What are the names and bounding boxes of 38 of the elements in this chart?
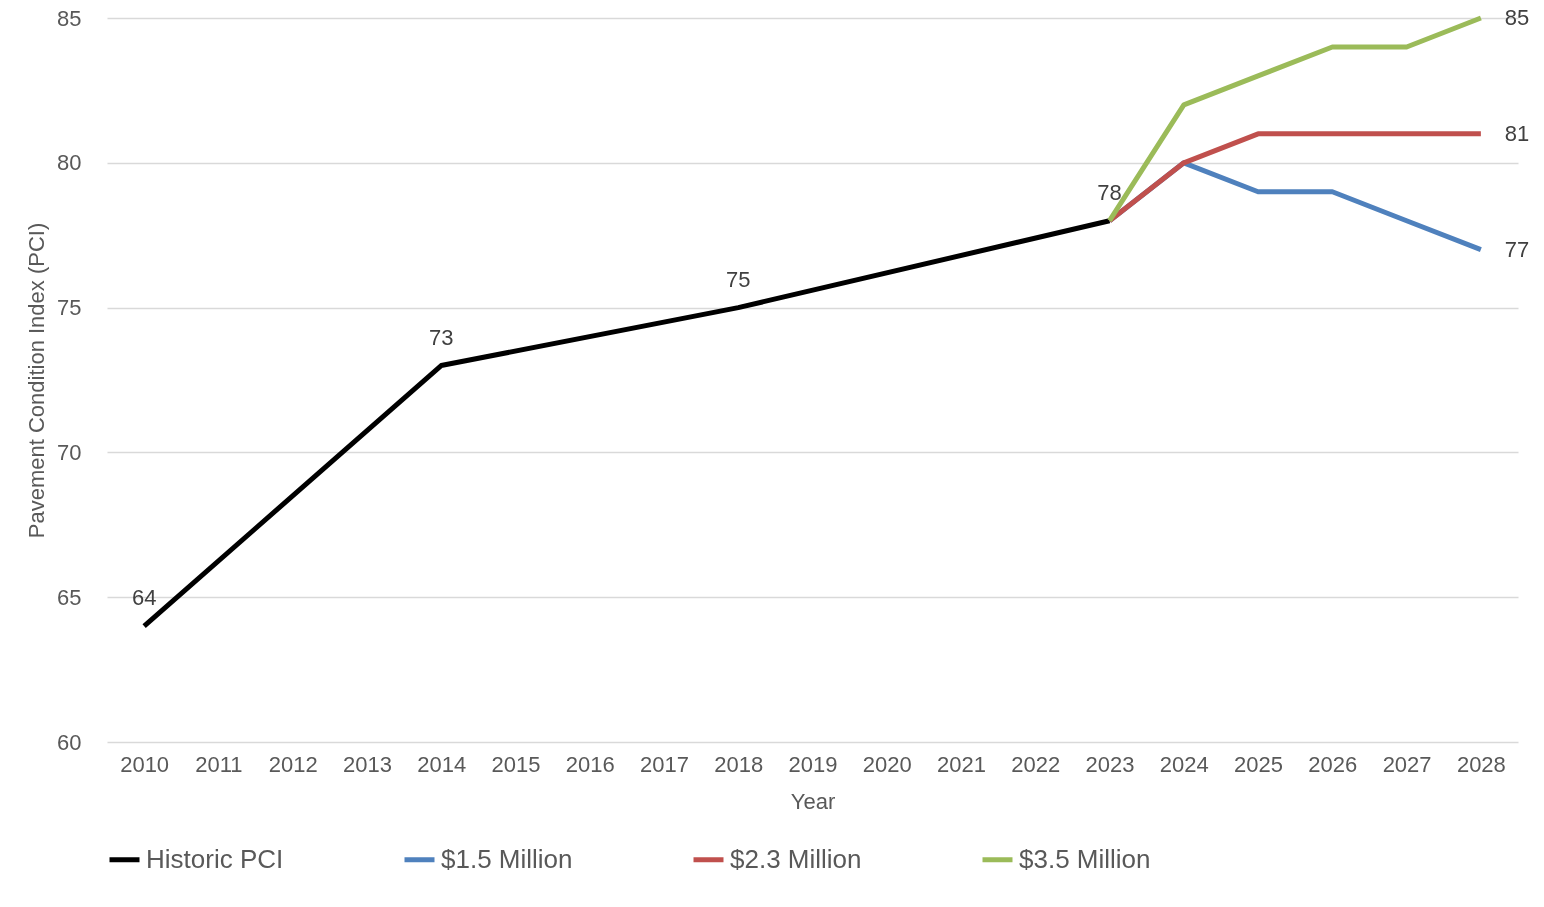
legend-label: $2.3 Million [730, 843, 862, 874]
y-tick-label: 70 [57, 439, 82, 465]
x-tick-label: 2025 [1234, 751, 1284, 777]
x-tick-label: 2028 [1456, 751, 1506, 777]
legend-label: $1.5 Million [441, 843, 573, 874]
x-tick-label: 2016 [565, 751, 615, 777]
data-label: 78 [1097, 179, 1122, 205]
y-tick-label: 65 [57, 584, 82, 610]
x-tick-label: 2015 [491, 751, 541, 777]
x-axis-title: Year [790, 788, 836, 814]
x-tick-label: 2011 [195, 751, 243, 777]
x-tick-label: 2010 [120, 751, 170, 777]
x-tick-label: 2026 [1308, 751, 1358, 777]
x-tick-label: 2018 [714, 751, 764, 777]
x-tick-label: 2012 [268, 751, 318, 777]
data-label: 81 [1504, 120, 1530, 146]
x-tick-label: 2019 [788, 751, 838, 777]
data-label: 73 [428, 324, 454, 350]
data-label: 64 [131, 585, 157, 611]
y-tick-label: 75 [57, 295, 82, 321]
y-tick-label: 85 [57, 5, 82, 31]
y-axis-title: Pavement Condition Index (PCI) [24, 222, 50, 539]
y-tick-label: 80 [57, 150, 82, 176]
x-tick-label: 2024 [1159, 751, 1209, 777]
x-tick-label: 2013 [342, 751, 392, 777]
data-label: 75 [725, 266, 751, 292]
x-tick-label: 2020 [862, 751, 912, 777]
x-tick-label: 2027 [1382, 751, 1432, 777]
data-label: 77 [1504, 236, 1530, 262]
x-tick-label: 2014 [417, 751, 467, 777]
x-tick-label: 2021 [937, 751, 986, 777]
legend-label: Historic PCI [146, 843, 284, 874]
x-tick-label: 2022 [1011, 751, 1061, 777]
x-tick-label: 2023 [1085, 751, 1135, 777]
y-tick-label: 60 [57, 729, 82, 755]
x-tick-label: 2017 [640, 751, 689, 777]
data-label: 85 [1504, 5, 1530, 30]
legend-label: $3.5 Million [1019, 843, 1151, 874]
